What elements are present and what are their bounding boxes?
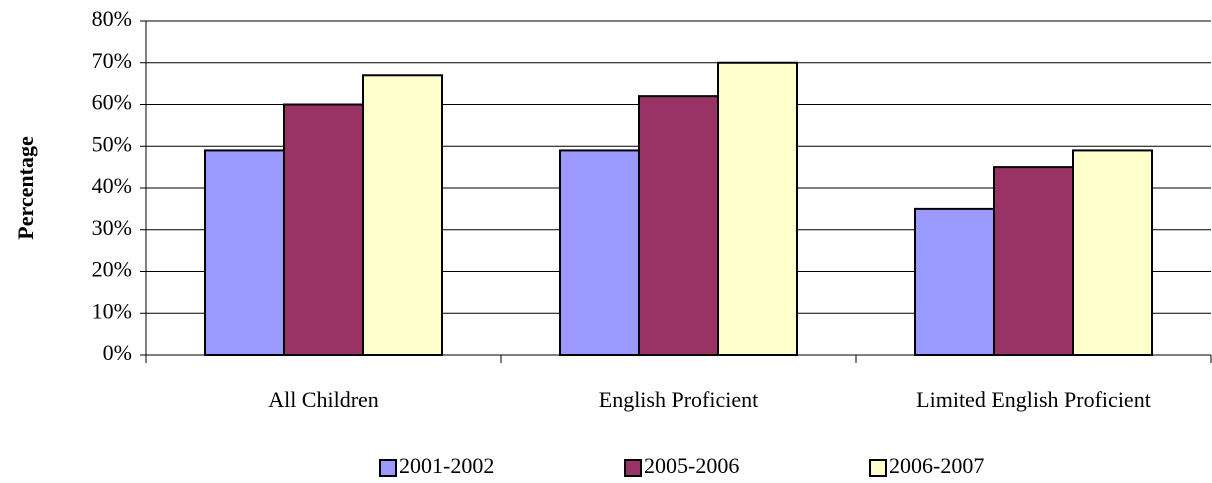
bar — [362, 74, 443, 357]
y-axis-label: Percentage — [13, 136, 38, 240]
bar — [1072, 149, 1153, 356]
y-tick-label: 50% — [92, 131, 132, 156]
x-tick-label: English Proficient — [599, 387, 758, 412]
bar — [204, 149, 285, 356]
y-tick-label: 40% — [92, 173, 132, 198]
y-tick-label: 20% — [92, 257, 132, 282]
legend-label: 2005-2006 — [644, 453, 739, 478]
y-tick-label: 10% — [92, 298, 132, 323]
bar — [283, 103, 364, 356]
y-tick-label: 70% — [92, 48, 132, 73]
bar — [914, 207, 995, 356]
x-tick-label: All Children — [268, 387, 379, 412]
legend-swatch — [869, 459, 887, 477]
bar — [638, 95, 719, 357]
y-tick-label: 60% — [92, 90, 132, 115]
legend-swatch — [624, 459, 642, 477]
x-tick-label: Limited English Proficient — [916, 387, 1151, 412]
y-tick-label: 30% — [92, 215, 132, 240]
bar — [993, 166, 1074, 356]
legend-label: 2001-2002 — [399, 453, 494, 478]
legend-label: 2006-2007 — [889, 453, 984, 478]
y-tick-label: 80% — [92, 6, 132, 31]
y-tick-label: 0% — [103, 340, 132, 365]
bar — [717, 61, 798, 356]
bar — [559, 149, 640, 356]
legend-swatch — [379, 459, 397, 477]
